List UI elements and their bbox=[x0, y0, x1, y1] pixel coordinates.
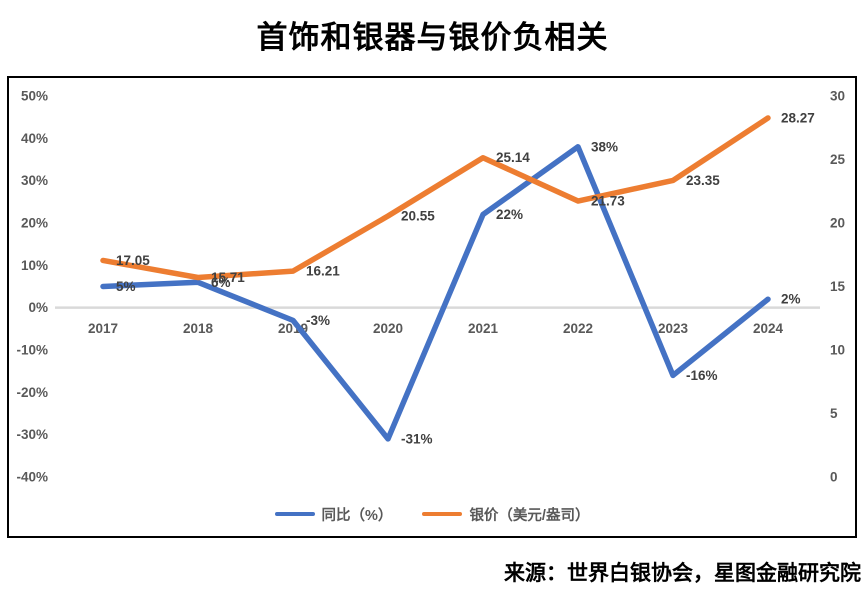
legend-item-yoy: 同比（%） bbox=[274, 504, 393, 525]
legend-label-yoy: 同比（%） bbox=[321, 507, 393, 524]
legend-label-silver-price: 银价（美元/盎司） bbox=[469, 507, 590, 524]
plot-frame bbox=[7, 76, 857, 538]
yoy-line-swatch-icon bbox=[274, 511, 315, 517]
chart-title: 首饰和银器与银价负相关 bbox=[256, 20, 609, 55]
silver-price-line-swatch-icon bbox=[422, 511, 463, 517]
source-note: 来源：世界白银协会，星图金融研究院 bbox=[504, 562, 861, 585]
legend-item-silver-price: 银价（美元/盎司） bbox=[422, 504, 589, 525]
chart-legend: 同比（%） 银价（美元/盎司） bbox=[7, 504, 857, 524]
